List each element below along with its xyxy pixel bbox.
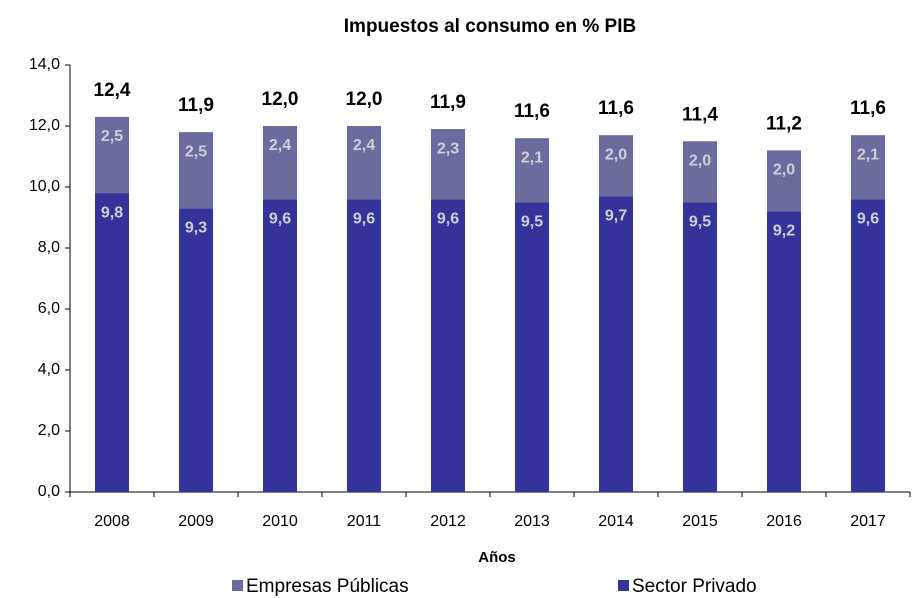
y-tick-label: 4,0 [38,361,60,378]
value-label: 9,6 [269,210,291,227]
x-tick-label: 2013 [514,513,550,530]
x-tick-label: 2017 [850,513,886,530]
bar-segment [851,135,885,200]
bar-segment [431,129,465,200]
x-tick-label: 2009 [178,513,214,530]
bar-segment [179,132,213,209]
bar-segment [683,202,717,492]
bar-segment [263,126,297,200]
y-tick-label: 12,0 [29,117,60,134]
bar-segment [851,199,885,492]
value-label: 2,1 [521,149,543,166]
y-tick-label: 10,0 [29,178,60,195]
bar-segment [683,141,717,203]
value-label: 2,5 [101,128,123,145]
total-label: 11,6 [850,98,886,119]
value-label: 9,6 [437,210,459,227]
bar-segment [347,126,381,200]
total-label: 11,4 [682,104,718,125]
x-tick-label: 2016 [766,513,802,530]
value-label: 9,5 [689,213,711,230]
y-tick-label: 8,0 [38,239,60,256]
x-tick-label: 2010 [262,513,298,530]
y-tick-label: 6,0 [38,300,60,317]
bar-segment [767,150,801,212]
legend-label: Empresas Públicas [246,576,409,597]
total-label: 11,9 [430,92,466,113]
value-label: 9,3 [185,220,207,237]
bar-segment [767,211,801,492]
bar-segment [95,193,129,492]
legend-label: Sector Privado [632,576,757,597]
bar-segment [515,202,549,492]
total-label: 12,0 [262,89,299,110]
value-label: 9,6 [353,210,375,227]
legend-swatch [232,580,243,591]
bar-segment [431,199,465,492]
value-label: 9,8 [101,204,123,221]
y-tick-label: 0,0 [38,483,60,500]
bar-segment [599,196,633,492]
bar-segment [347,199,381,492]
total-label: 11,9 [178,95,214,116]
total-label: 12,4 [94,80,131,101]
bar-segment [263,199,297,492]
y-tick-label: 2,0 [38,422,60,439]
value-label: 9,5 [521,213,543,230]
value-label: 2,5 [185,143,207,160]
value-label: 2,1 [857,146,879,163]
x-tick-label: 2011 [347,513,382,530]
x-tick-label: 2008 [94,513,130,530]
total-label: 11,6 [514,101,550,122]
x-tick-label: 2015 [682,513,718,530]
y-tick-label: 14,0 [29,56,60,73]
value-label: 2,0 [689,152,711,169]
chart-title: Impuestos al consumo en % PIB [344,16,636,37]
total-label: 12,0 [346,89,383,110]
value-label: 2,3 [437,140,459,157]
x-tick-label: 2014 [598,513,634,530]
value-label: 2,0 [605,146,627,163]
x-tick-label: 2012 [430,513,466,530]
bar-segment [95,116,129,194]
value-label: 2,4 [269,137,291,154]
x-axis-label: Años [478,549,516,566]
total-label: 11,6 [598,98,634,119]
bar-segment [179,208,213,492]
bar-segment [515,138,549,203]
value-label: 9,2 [773,223,795,240]
value-label: 9,7 [605,207,627,224]
value-label: 9,6 [857,210,879,227]
value-label: 2,4 [353,137,375,154]
bar-segment [599,135,633,197]
legend-swatch [618,580,629,591]
value-label: 2,0 [773,162,795,179]
total-label: 11,2 [766,113,802,134]
